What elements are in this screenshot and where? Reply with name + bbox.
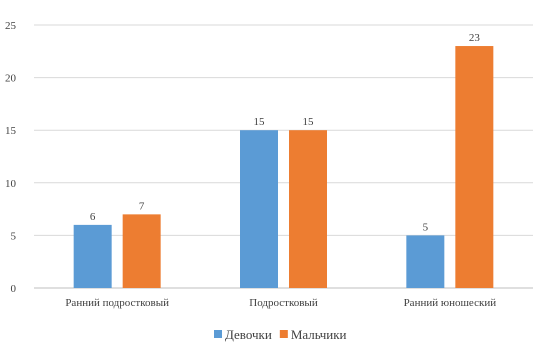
legend-swatch bbox=[279, 330, 288, 338]
data-label: 23 bbox=[469, 32, 481, 44]
legend-label: Мальчики bbox=[291, 327, 347, 342]
gridlines bbox=[34, 24, 533, 289]
bar bbox=[122, 214, 161, 288]
bar bbox=[73, 224, 112, 288]
bar bbox=[406, 235, 445, 288]
bar bbox=[455, 46, 494, 288]
y-tick-label: 15 bbox=[5, 125, 17, 137]
bars bbox=[73, 46, 494, 288]
data-labels: 6 7 15 15 5 23 bbox=[90, 32, 480, 233]
y-tick-label: 10 bbox=[5, 178, 17, 190]
legend: Девочки Мальчики bbox=[214, 327, 347, 342]
y-tick-label: 20 bbox=[5, 73, 17, 85]
data-label: 6 bbox=[90, 211, 96, 223]
x-category-label: Подростковый bbox=[249, 297, 318, 309]
legend-label: Девочки bbox=[225, 327, 272, 342]
x-category-label: Ранний подростковый bbox=[65, 297, 169, 309]
y-tick-label: 5 bbox=[11, 230, 17, 242]
data-label: 15 bbox=[254, 116, 266, 128]
bar bbox=[240, 130, 278, 288]
data-label: 15 bbox=[303, 116, 315, 128]
bar bbox=[289, 130, 327, 288]
legend-swatch bbox=[214, 330, 222, 338]
y-tick-label: 0 bbox=[11, 283, 17, 295]
y-tick-label: 25 bbox=[5, 20, 17, 32]
x-category-label: Ранний юношеский bbox=[404, 297, 497, 309]
x-axis-category-labels: Ранний подростковый Подростковый Ранний юн… bbox=[65, 297, 496, 309]
data-label: 7 bbox=[139, 200, 145, 212]
data-label: 5 bbox=[423, 221, 429, 233]
y-axis-tick-labels: 0 5 10 15 20 25 bbox=[5, 20, 17, 295]
